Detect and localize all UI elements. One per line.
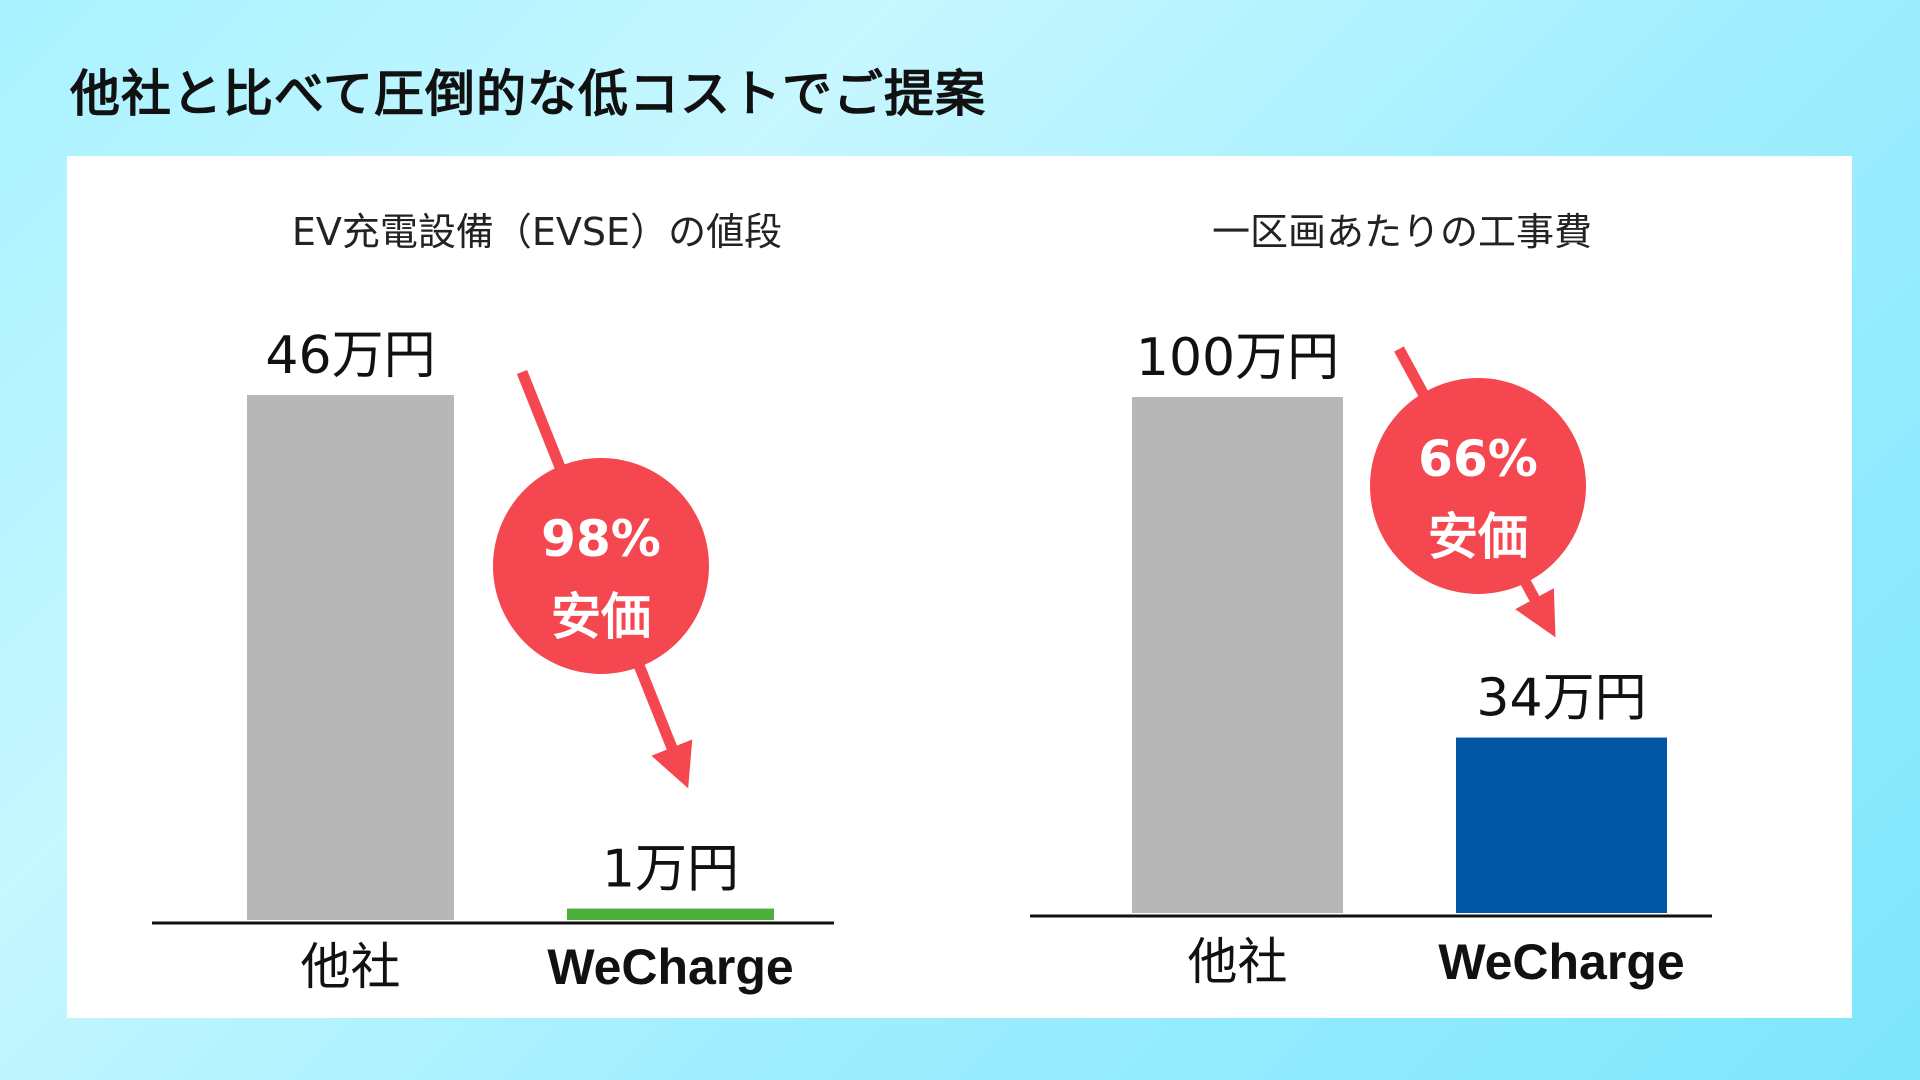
category-label: WeCharge — [547, 939, 793, 995]
chart-panel: EV充電設備（EVSE）の値段 46万円 他社 1万円 WeCharge 98% 安価 一区画… — [67, 156, 1852, 1018]
category-label: WeCharge — [1438, 934, 1684, 990]
category-label: 他社 — [1188, 933, 1288, 991]
chart-title: EV充電設備（EVSE）の値段 — [292, 210, 782, 254]
category-label: 他社 — [301, 938, 401, 996]
bar-competitor — [1132, 397, 1343, 913]
bar-wecharge — [1456, 737, 1667, 913]
value-label: 1万円 — [602, 840, 739, 900]
comparison-charts: EV充電設備（EVSE）の値段46万円他社1万円WeCharge98%安価一区画… — [152, 210, 1712, 996]
discount-text: 安価 — [1428, 508, 1528, 566]
discount-percent: 98% — [541, 510, 661, 568]
chart-title: 一区画あたりの工事費 — [1212, 210, 1592, 254]
value-label: 34万円 — [1476, 669, 1646, 729]
value-label: 46万円 — [265, 326, 435, 386]
discount-percent: 66% — [1418, 430, 1538, 488]
discount-badge — [493, 458, 709, 674]
bar-competitor — [247, 395, 454, 920]
discount-badge — [1370, 378, 1586, 594]
bar-wecharge — [567, 908, 774, 920]
discount-text: 安価 — [551, 588, 651, 646]
value-label: 100万円 — [1136, 328, 1339, 388]
page-headline: 他社と比べて圧倒的な低コストでご提案 — [70, 65, 986, 123]
